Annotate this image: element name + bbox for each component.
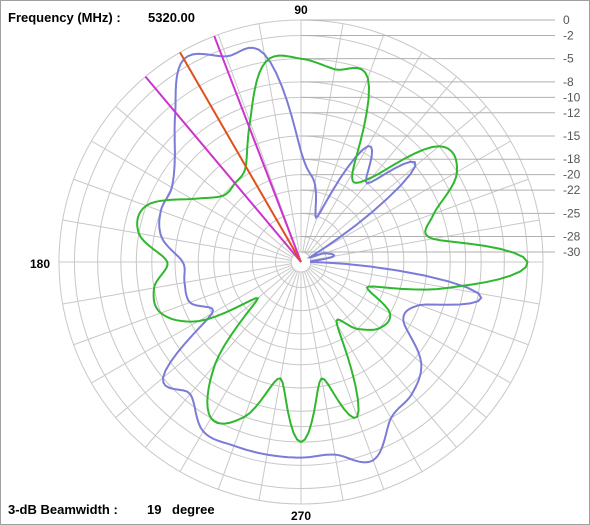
frequency-label: Frequency (MHz) : <box>8 10 121 25</box>
radial-tick-label: -8 <box>563 75 574 89</box>
radial-tick-label: -25 <box>563 206 581 220</box>
radial-tick-label: -12 <box>563 106 581 120</box>
grid-spoke <box>303 271 385 490</box>
grid-spoke <box>91 266 293 384</box>
beamwidth-unit: degree <box>172 502 215 517</box>
grid-spoke <box>308 106 487 256</box>
radial-tick-label: -18 <box>563 152 581 166</box>
frequency-value: 5320.00 <box>148 10 195 25</box>
grid-spoke <box>302 271 344 501</box>
grid-spoke <box>308 268 487 418</box>
angle-label-180: 180 <box>30 257 50 271</box>
radial-tick-label: -2 <box>563 28 574 42</box>
grid-spoke <box>307 269 457 448</box>
grid-spoke <box>310 263 540 305</box>
grid-spoke <box>62 219 292 261</box>
grid-spoke <box>217 271 299 490</box>
radial-tick-label: -30 <box>563 245 581 259</box>
grid-spoke <box>115 106 294 256</box>
grid-spoke <box>305 270 423 472</box>
grid-spoke <box>307 76 457 255</box>
radial-tick-label: -15 <box>563 129 581 143</box>
grid-spoke <box>305 52 423 254</box>
radial-tick-label: -10 <box>563 90 581 104</box>
radial-tick-label: -20 <box>563 168 581 182</box>
grid-spoke <box>309 140 511 258</box>
series-line-green <box>136 54 529 444</box>
grid-spoke <box>73 178 292 260</box>
radial-tick-label: -5 <box>563 52 574 66</box>
beamwidth-label: 3-dB Beamwidth : <box>8 502 118 517</box>
grid-spoke <box>310 219 540 261</box>
grid-spoke <box>115 268 294 418</box>
radial-tick-labels: 0-2 -5 -8-10 -12 -15 -18 -20-22 -25 -28-30 <box>301 13 581 259</box>
beamwidth-edge-line <box>213 35 302 263</box>
grid-spoke <box>309 266 511 384</box>
grid-spoke <box>179 270 297 472</box>
radial-tick-label: 0 <box>563 13 570 27</box>
angle-label-90: 90 <box>294 3 308 17</box>
grid-spoke <box>303 34 385 253</box>
grid-spoke <box>310 178 529 260</box>
angle-label-270: 270 <box>291 509 311 523</box>
beamwidth-value: 19 <box>147 502 161 517</box>
beamwidth-edge-line <box>144 75 302 263</box>
grid-spoke <box>62 263 292 305</box>
radial-tick-label: -28 <box>563 230 581 244</box>
grid-spoke <box>258 271 300 501</box>
peak-direction-line <box>179 51 302 263</box>
grid-spoke <box>73 264 292 346</box>
grid-spoke <box>145 269 295 448</box>
marker-layer <box>144 35 302 263</box>
series-layer <box>136 46 529 464</box>
series-line-blue <box>158 46 483 464</box>
grid-spoke <box>302 23 344 253</box>
radial-tick-label: -22 <box>563 183 581 197</box>
